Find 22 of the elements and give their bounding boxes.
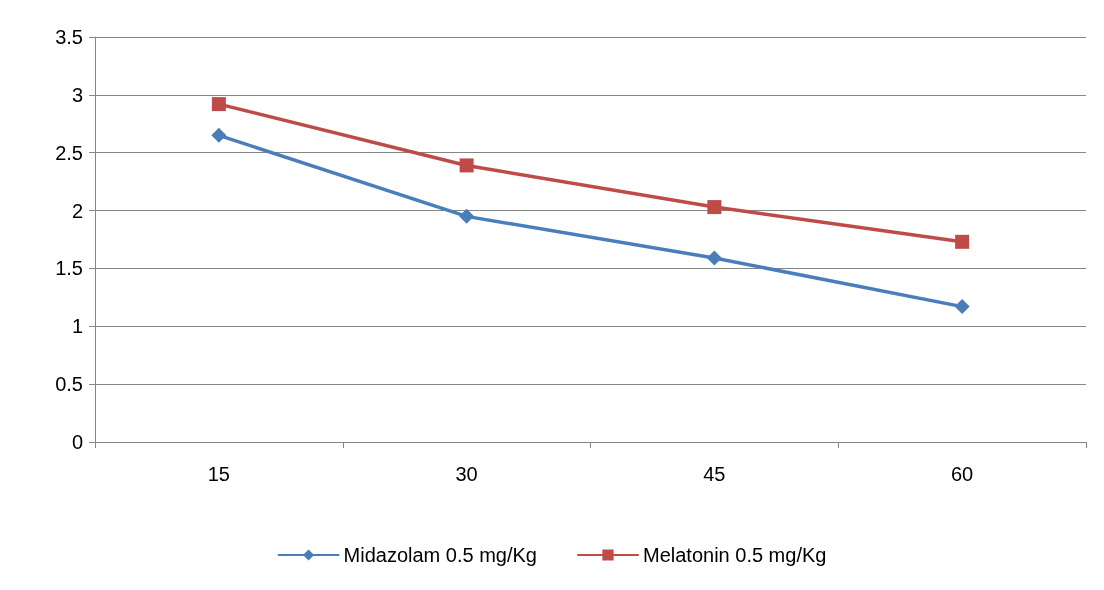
point <box>707 200 722 215</box>
x-tick-label: 60 <box>951 463 974 485</box>
x-tick-label: 15 <box>207 463 230 485</box>
y-tick-label: 3.5 <box>55 26 83 48</box>
y-tick-label: 1 <box>71 315 83 338</box>
point <box>459 208 475 224</box>
point <box>706 250 722 266</box>
y-tick-label: 2 <box>71 199 83 222</box>
y-tick-label: 1.5 <box>55 257 83 280</box>
x-tick-label: 45 <box>703 463 726 485</box>
point <box>459 158 474 173</box>
legend-label: Melatonin 0.5 mg/Kg <box>642 544 827 566</box>
point <box>955 234 970 249</box>
point <box>211 127 227 143</box>
y-tick-label: 2.5 <box>55 141 83 164</box>
point <box>954 299 970 315</box>
y-tick-label: 0.5 <box>55 373 83 396</box>
point <box>211 97 226 112</box>
x-tick-label: 30 <box>455 463 478 485</box>
legend-label: Midazolam 0.5 mg/Kg <box>343 544 537 566</box>
y-tick-label: 3 <box>71 83 83 106</box>
y-tick-label: 0 <box>71 431 83 453</box>
